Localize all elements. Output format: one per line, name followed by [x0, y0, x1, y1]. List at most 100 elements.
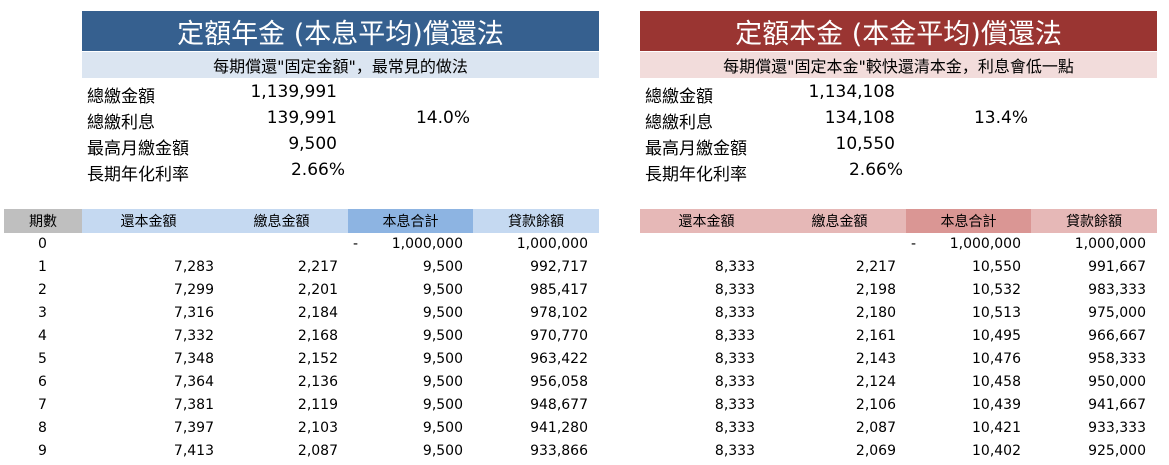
balance-cell: 983,333: [1088, 282, 1146, 298]
table-row: 7 7,381 2,119 9,500 948,677: [0, 394, 600, 417]
summary-label: 總繳利息: [645, 113, 713, 133]
balance-cell: 1,000,000: [1074, 236, 1146, 252]
total-cell: 10,421: [972, 420, 1021, 436]
principal-cell: 8,333: [714, 328, 755, 344]
table-row: 8,333 2,087 10,421 933,333: [600, 417, 1169, 440]
interest-cell: 2,198: [855, 282, 896, 298]
principal-cell: 8,333: [714, 282, 755, 298]
period-cell: 9: [38, 443, 47, 459]
principal-cell: 7,397: [173, 420, 214, 436]
total-cell: 10,458: [972, 374, 1021, 390]
total-cell: 9,500: [422, 305, 463, 321]
table-row: - 1,000,000 1,000,000: [600, 233, 1169, 256]
total-dash: -: [911, 236, 917, 252]
balance-cell: 963,422: [530, 351, 588, 367]
summary-label: 總繳利息: [87, 113, 155, 133]
interest-cell: 2,217: [855, 259, 896, 275]
interest-cell: 2,217: [297, 259, 338, 275]
principal-cell: 8,333: [714, 397, 755, 413]
summary-label: 總繳金額: [87, 87, 155, 107]
table-row: 8,333 2,124 10,458 950,000: [600, 371, 1169, 394]
header-principal: 還本金額: [640, 209, 773, 233]
summary-value: 10,550: [835, 134, 895, 154]
period-cell: 6: [38, 374, 47, 390]
total-cell: 10,495: [972, 328, 1021, 344]
principal-cell: 7,364: [173, 374, 214, 390]
interest-cell: 2,184: [297, 305, 338, 321]
table-row: 1 7,283 2,217 9,500 992,717: [0, 256, 600, 279]
total-cell: 9,500: [422, 282, 463, 298]
total-cell: 10,513: [972, 305, 1021, 321]
period-cell: 4: [38, 328, 47, 344]
interest-cell: 2,168: [297, 328, 338, 344]
interest-cell: 2,143: [855, 351, 896, 367]
table-row: 5 7,348 2,152 9,500 963,422: [0, 348, 600, 371]
total-cell: 10,550: [972, 259, 1021, 275]
summary-value: 1,139,991: [250, 82, 337, 102]
left-subtitle: 每期償還"固定金額"，最常見的做法: [82, 52, 599, 78]
summary-value: 2.66%: [848, 160, 903, 180]
summary-label: 最高月繳金額: [87, 139, 189, 159]
header-balance: 貸款餘額: [1031, 209, 1157, 233]
table-row: 8,333 2,198 10,532 983,333: [600, 279, 1169, 302]
balance-cell: 985,417: [530, 282, 588, 298]
header-period: 期數: [4, 209, 82, 233]
table-row: 8,333 2,069 10,402 925,000: [600, 440, 1169, 463]
table-row: 3 7,316 2,184 9,500 978,102: [0, 302, 600, 325]
table-row: 8 7,397 2,103 9,500 941,280: [0, 417, 600, 440]
left-table-body: 0 - 1,000,000 1,000,000 1 7,283 2,217 9,…: [0, 233, 600, 463]
total-cell: 10,439: [972, 397, 1021, 413]
balance-cell: 956,058: [530, 374, 588, 390]
interest-cell: 2,106: [855, 397, 896, 413]
interest-cell: 2,136: [297, 374, 338, 390]
total-cell: 9,500: [422, 259, 463, 275]
period-cell: 1: [38, 259, 47, 275]
period-cell: 3: [38, 305, 47, 321]
balance-cell: 970,770: [530, 328, 588, 344]
period-cell: 7: [38, 397, 47, 413]
summary-value: 134,108: [824, 108, 895, 128]
interest-cell: [270, 233, 338, 256]
total-cell: 9,500: [422, 328, 463, 344]
summary-label: 最高月繳金額: [645, 139, 747, 159]
total-cell: 10,476: [972, 351, 1021, 367]
table-row: 8,333 2,180 10,513 975,000: [600, 302, 1169, 325]
summary-value: 139,991: [266, 108, 337, 128]
left-summary: 總繳金額 1,139,991 總繳利息 139,991 14.0% 最高月繳金額…: [0, 79, 600, 189]
interest-cell: 2,119: [297, 397, 338, 413]
balance-cell: 1,000,000: [516, 236, 588, 252]
total-cell: 10,402: [972, 443, 1021, 459]
right-title: 定額本金 (本金平均)償還法: [640, 11, 1157, 51]
principal-cell: 7,413: [173, 443, 214, 459]
principal-cell: 8,333: [714, 374, 755, 390]
principal-cell: 8,333: [714, 305, 755, 321]
table-row: 8,333 2,106 10,439 941,667: [600, 394, 1169, 417]
interest-cell: 2,201: [297, 282, 338, 298]
right-table-body: - 1,000,000 1,000,000 8,333 2,217 10,550…: [600, 233, 1169, 463]
left-title: 定額年金 (本息平均)償還法: [82, 11, 599, 51]
summary-label: 長期年化利率: [645, 165, 747, 185]
balance-cell: 941,280: [530, 420, 588, 436]
balance-cell: 991,667: [1088, 259, 1146, 275]
total-cell: 9,500: [422, 397, 463, 413]
interest-cell: 2,069: [855, 443, 896, 459]
interest-cell: 2,161: [855, 328, 896, 344]
balance-cell: 925,000: [1088, 443, 1146, 459]
balance-cell: 950,000: [1088, 374, 1146, 390]
balance-cell: 941,667: [1088, 397, 1146, 413]
interest-cell: [830, 233, 896, 256]
table-row: 4 7,332 2,168 9,500 970,770: [0, 325, 600, 348]
summary-value: 9,500: [288, 134, 337, 154]
period-cell: 2: [38, 282, 47, 298]
period-cell: 0: [38, 236, 47, 252]
interest-cell: 2,124: [855, 374, 896, 390]
balance-cell: 975,000: [1088, 305, 1146, 321]
period-cell: 8: [38, 420, 47, 436]
table-row: 2 7,299 2,201 9,500 985,417: [0, 279, 600, 302]
header-interest: 繳息金額: [215, 209, 348, 233]
summary-percent: 13.4%: [973, 108, 1028, 128]
summary-label: 長期年化利率: [87, 165, 189, 185]
table-row: 6 7,364 2,136 9,500 956,058: [0, 371, 600, 394]
principal-cell: 8,333: [714, 420, 755, 436]
principal-cell: 7,348: [173, 351, 214, 367]
